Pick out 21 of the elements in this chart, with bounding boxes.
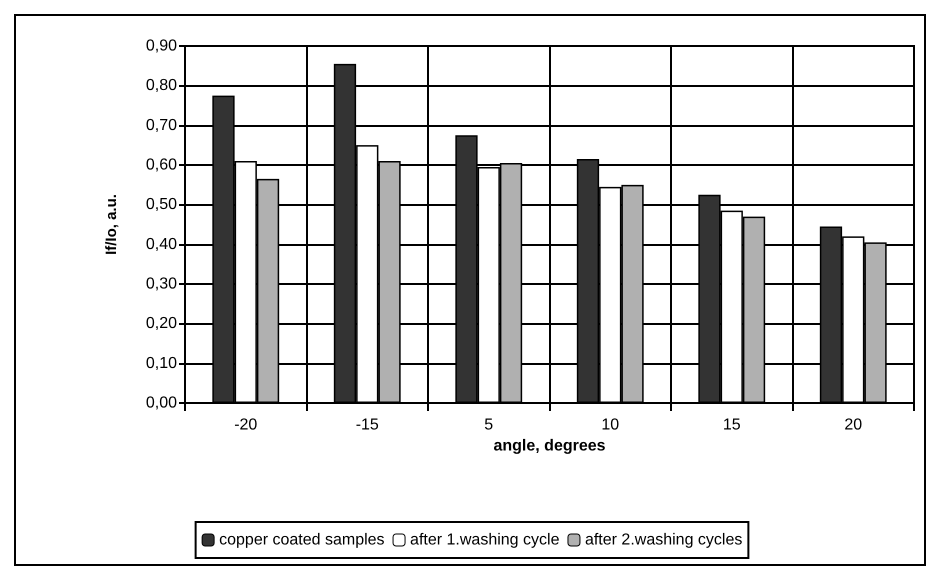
y-tick-label: 0,90 bbox=[146, 38, 178, 54]
y-axis-title: If/Io, a.u. bbox=[103, 194, 120, 255]
y-tick-label: 0,50 bbox=[146, 196, 178, 214]
y-tick-label: 0,00 bbox=[146, 394, 178, 412]
x-axis-title: angle, degrees bbox=[493, 437, 606, 454]
x-tick-label: -15 bbox=[356, 416, 379, 434]
x-tick-label: 20 bbox=[844, 416, 862, 434]
y-tick-label: 0,60 bbox=[146, 156, 178, 174]
legend-label: after 2.washing cycles bbox=[584, 532, 742, 548]
y-tick-label: 0,10 bbox=[146, 354, 178, 372]
y-tick-label: 0,40 bbox=[146, 236, 178, 253]
y-tick-label: 0,70 bbox=[146, 116, 178, 134]
x-tick-label: 5 bbox=[484, 416, 494, 434]
y-tick-label: 0,30 bbox=[146, 276, 178, 292]
x-tick-label: 10 bbox=[601, 416, 620, 434]
legend-label: copper coated samples bbox=[219, 532, 385, 548]
x-tick-label: -20 bbox=[234, 416, 258, 434]
legend-label: after 1.washing cycle bbox=[410, 532, 560, 548]
y-tick-label: 0,80 bbox=[146, 77, 178, 94]
y-tick-label: 0,20 bbox=[146, 315, 178, 332]
x-tick-label: 15 bbox=[722, 416, 741, 434]
